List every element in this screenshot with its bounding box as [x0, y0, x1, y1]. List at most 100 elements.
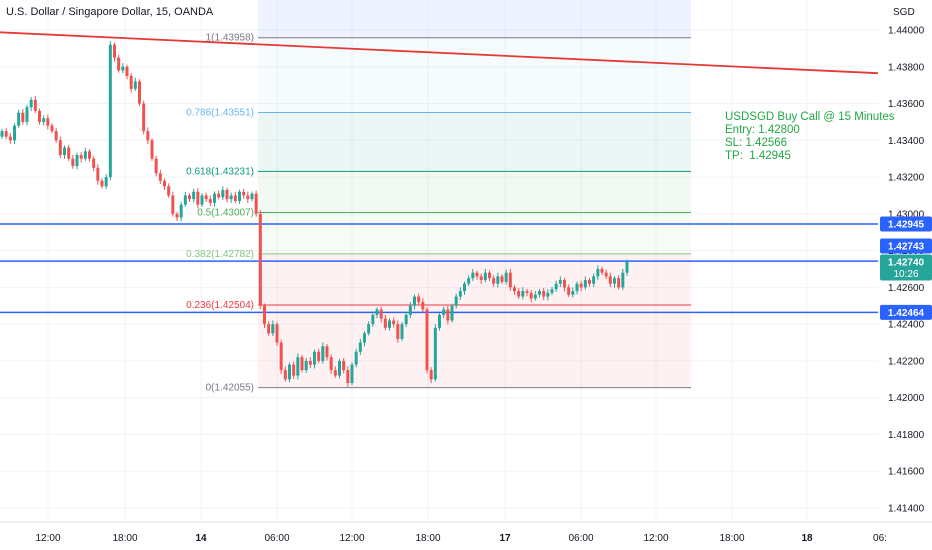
candle-body: [67, 147, 71, 159]
candle-body: [538, 291, 541, 295]
candle-body: [208, 199, 212, 203]
candle-body: [542, 291, 546, 297]
candle-body: [246, 195, 250, 200]
candle-body: [217, 193, 221, 198]
time-tick-label: 06:00: [264, 533, 289, 544]
candle-body: [0, 131, 4, 137]
fib-band: [258, 212, 691, 254]
candle-body: [354, 351, 358, 365]
candle-body: [492, 278, 496, 284]
candle-body: [179, 204, 183, 218]
time-tick-label: 12:00: [643, 533, 668, 544]
candle-body: [304, 360, 308, 371]
candle-body: [613, 278, 616, 284]
candle-body: [71, 158, 75, 167]
candle-body: [25, 107, 29, 122]
candle-body: [458, 291, 462, 297]
candle-body: [300, 357, 304, 371]
candle-body: [625, 261, 629, 273]
time-tick-label: 14: [195, 533, 207, 544]
candle-body: [446, 309, 450, 321]
candle-body: [83, 151, 87, 159]
candle-body: [196, 191, 200, 205]
price-tag-bg: [880, 254, 932, 281]
candle-body: [567, 287, 571, 295]
candle-body: [317, 351, 321, 361]
trade-note[interactable]: USDSGD Buy Call @ 15 Minutes Entry: 1.42…: [725, 111, 895, 163]
candle-body: [238, 191, 241, 201]
candle-body: [413, 296, 416, 306]
candle-body: [183, 195, 187, 205]
note-line: TP: 1.42945: [725, 150, 791, 162]
candle-body: [408, 305, 412, 315]
candle-body: [433, 327, 437, 380]
candle-body: [75, 155, 79, 167]
candle-body: [167, 186, 171, 196]
candle-body: [421, 302, 425, 310]
candle-body: [600, 269, 604, 273]
candle-body: [100, 180, 104, 187]
trendline-line: [0, 31, 879, 75]
candle-body: [292, 364, 296, 376]
candle-body: [129, 75, 133, 89]
fib-band: [258, 305, 691, 388]
candle-body: [221, 189, 225, 198]
candle-body: [321, 346, 325, 361]
candle-body: [379, 309, 383, 319]
candle-body: [554, 283, 558, 290]
candle-body: [525, 291, 529, 293]
candle-body: [571, 291, 575, 295]
candle-body: [383, 318, 387, 328]
trendline[interactable]: [0, 31, 879, 75]
candle-body: [367, 324, 371, 334]
candle-body: [296, 357, 300, 376]
candle-body: [371, 314, 375, 325]
fib-level-label: 1(1.43958): [206, 33, 254, 44]
candle-body: [338, 360, 341, 376]
candle-body: [213, 193, 216, 203]
candle-body: [96, 167, 100, 181]
candle-body: [308, 360, 312, 365]
time-tick-label: 06:: [873, 533, 887, 544]
candle-body: [192, 191, 196, 200]
candle-body: [438, 314, 441, 328]
candle-body: [325, 346, 329, 358]
candle-body: [175, 213, 179, 218]
candle-body: [150, 140, 154, 159]
candle-body: [138, 81, 141, 104]
price-tick-label: 1.41800: [888, 430, 925, 441]
price-tick-label: 1.41400: [888, 504, 925, 515]
price-tick-label: 1.43600: [888, 99, 925, 110]
candle-body: [546, 292, 550, 297]
candle-body: [104, 177, 108, 187]
candle-body: [225, 189, 229, 200]
candle-body: [550, 289, 554, 293]
candle-body: [188, 195, 191, 200]
candle-body: [471, 272, 475, 279]
candle-body: [333, 370, 337, 376]
candle-body: [283, 370, 287, 380]
time-axis[interactable]: 12:00 18:00 14 06:00 12:00 18:00 17 06:00 12:00 1…: [0, 521, 932, 544]
candle-body: [592, 276, 596, 284]
candle-body: [429, 370, 433, 380]
candle-body: [117, 57, 121, 71]
candle-body: [163, 180, 166, 187]
fib-level-label: 0(1.42055): [206, 383, 254, 394]
horizontal-lines[interactable]: [0, 223, 878, 314]
fib-band: [258, 0, 691, 38]
candle-body: [363, 333, 366, 343]
candle-body: [29, 99, 33, 108]
candle-body: [483, 272, 487, 281]
candle-body: [388, 320, 391, 328]
candle-body: [46, 118, 50, 126]
time-tick-label: 18:00: [415, 533, 440, 544]
fib-level-label: 0.786(1.43551): [186, 108, 254, 119]
fibonacci-retracement[interactable]: 1(1.43958) 0.786(1.43551) 0.618(1.43231) 0.…: [186, 0, 691, 394]
fib-band: [258, 112, 691, 172]
candle-body: [154, 158, 158, 174]
candle-body: [521, 291, 525, 297]
fib-level-label: 0.236(1.42504): [186, 300, 254, 311]
note-line: USDSGD Buy Call @ 15 Minutes: [725, 111, 895, 123]
